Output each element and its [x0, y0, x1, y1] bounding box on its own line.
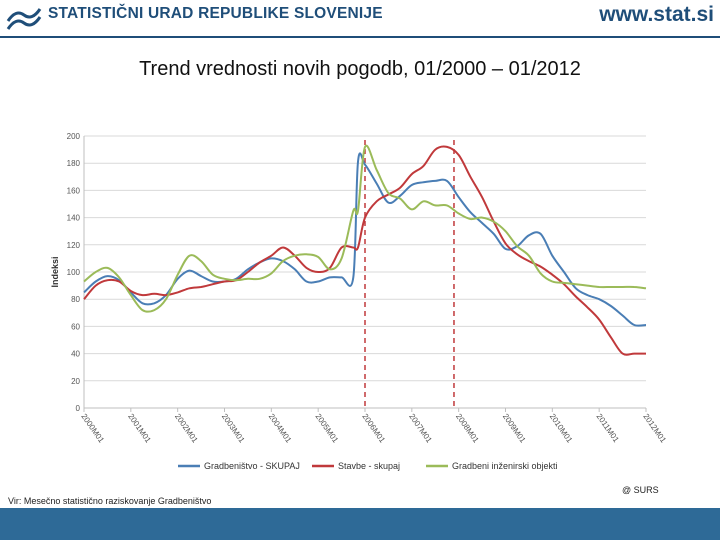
y-axis-ticks: 0 20 40 60 80 100 120 140 160 180 200	[67, 132, 81, 413]
legend: Gradbeništvo - SKUPAJ Stavbe - skupaj Grad…	[178, 461, 558, 471]
y-axis-label: Indeksi	[50, 256, 60, 287]
legend-label: Gradbeni inženirski objekti	[452, 461, 558, 471]
x-tick-label: 2002M01	[173, 412, 200, 445]
x-tick-label: 2005M01	[314, 412, 341, 445]
y-tick-label: 80	[71, 295, 80, 304]
x-tick-label: 2000M01	[79, 412, 106, 445]
y-tick-label: 100	[67, 268, 81, 277]
y-tick-label: 0	[76, 404, 81, 413]
y-tick-label: 200	[67, 132, 81, 141]
legend-label: Gradbeništvo - SKUPAJ	[204, 461, 300, 471]
x-tick-label: 2009M01	[501, 412, 528, 445]
x-tick-label: 2001M01	[126, 412, 153, 445]
x-axis-ticks: 2000M01 2001M01 2002M01 2003M01 2004M01 2005M…	[79, 408, 668, 445]
x-tick-label: 2007M01	[407, 412, 434, 445]
series-lines	[83, 144, 647, 356]
x-tick-label: 2008M01	[454, 412, 481, 445]
header-divider	[0, 36, 720, 38]
copyright: @ SURS	[622, 485, 659, 495]
y-tick-label: 60	[71, 322, 80, 331]
series-line	[83, 152, 647, 327]
x-tick-label: 2006M01	[360, 412, 387, 445]
source-note: Vir: Mesečno statistično raziskovanje Gr…	[8, 496, 212, 506]
slide-title: Trend vrednosti novih pogodb, 01/2000 – …	[139, 58, 581, 80]
y-tick-label: 180	[67, 159, 81, 168]
y-tick-label: 120	[67, 241, 81, 250]
y-tick-label: 40	[71, 350, 80, 359]
site-url[interactable]: www.stat.si	[599, 3, 714, 26]
surs-logo-icon	[6, 8, 42, 30]
footer-bar	[0, 508, 720, 540]
y-tick-label: 140	[67, 214, 81, 223]
header: STATISTIČNI URAD REPUBLIKE SLOVENIJE www…	[0, 0, 720, 40]
y-tick-label: 160	[67, 186, 81, 195]
line-chart: 0 20 40 60 80 100 120 140 160 180 200 Indeksi 2000…	[50, 132, 668, 471]
series-line	[83, 144, 647, 313]
series-line	[83, 145, 646, 356]
y-tick-label: 20	[71, 377, 80, 386]
x-tick-label: 2011M01	[595, 412, 621, 444]
x-tick-label: 2004M01	[267, 412, 294, 445]
legend-label: Stavbe - skupaj	[338, 461, 400, 471]
x-tick-label: 2010M01	[548, 412, 575, 445]
x-tick-label: 2003M01	[220, 412, 247, 445]
x-tick-label: 2012M01	[641, 412, 668, 445]
org-name: STATISTIČNI URAD REPUBLIKE SLOVENIJE	[48, 5, 383, 22]
